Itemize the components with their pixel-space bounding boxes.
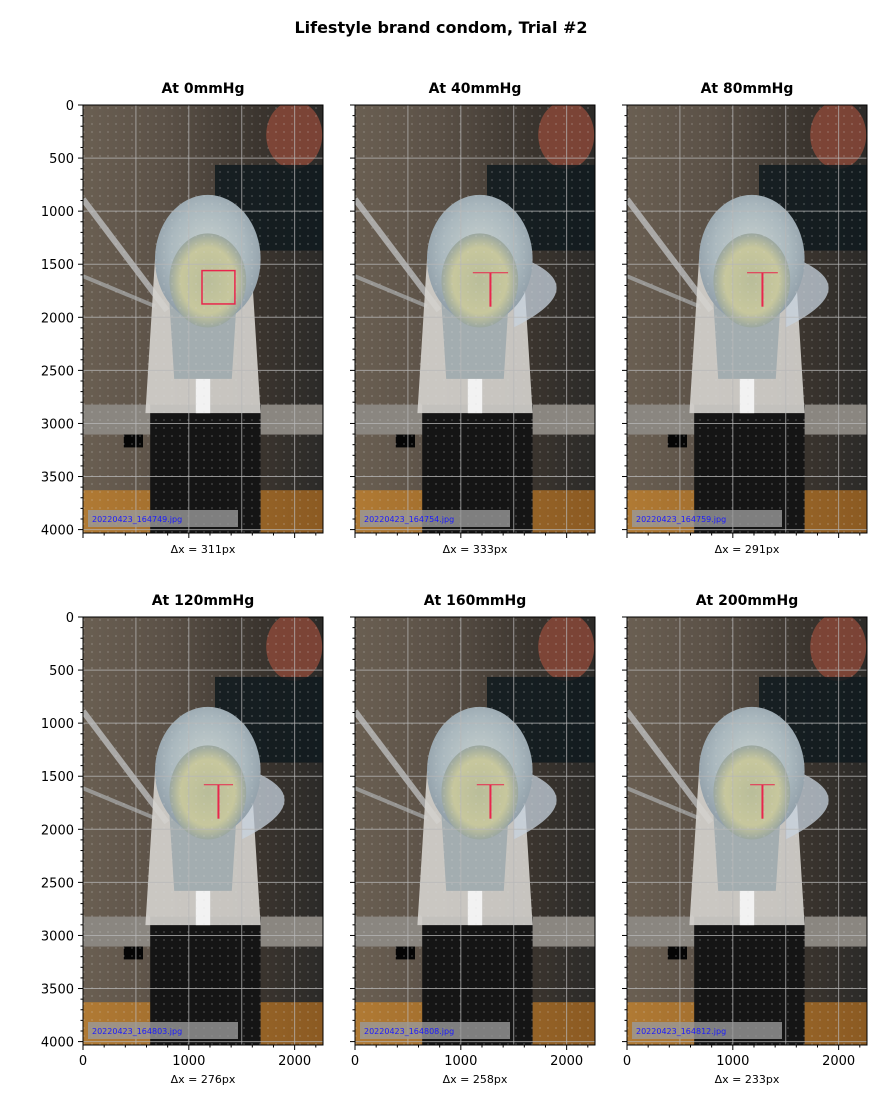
x-axis-label: Δx = 258px (443, 1073, 508, 1086)
x-tick-label: 1000 (444, 1054, 477, 1069)
major-grid (355, 105, 595, 533)
photo (627, 617, 867, 1045)
measurement-box (201, 269, 236, 305)
filename-label: 20220423_164812.jpg (636, 1027, 726, 1036)
panel: 20220423_164808.jpg At 160mmHg 0 1000 2000 Δx… (350, 593, 596, 1086)
y-tick-label: 3000 (41, 417, 74, 432)
panel: 20220423_164754.jpg At 40mmHg Δx = 333px (350, 81, 596, 556)
x-axis-label: Δx = 233px (715, 1073, 780, 1086)
y-tick-label: 3000 (41, 929, 74, 944)
minor-grid (627, 105, 867, 533)
axes-frame (354, 616, 596, 1046)
y-tick-label: 1500 (41, 258, 74, 273)
axes-frame (626, 616, 868, 1046)
filename-label: 20220423_164759.jpg (636, 515, 726, 524)
measurement-marker (472, 272, 509, 307)
y-tick-label: 3500 (41, 983, 74, 998)
major-grid (627, 105, 867, 533)
filename-label: 20220423_164803.jpg (92, 1027, 182, 1036)
panel: 20220423_164749.jpg At 0mmHg 0 500 1000 1500 2… (41, 81, 324, 556)
axes-frame (82, 616, 324, 1046)
figure-title: Lifestyle brand condom, Trial #2 (294, 18, 587, 37)
filename-box (88, 1022, 238, 1039)
measurement-marker (203, 784, 234, 819)
minor-grid (83, 617, 323, 1045)
major-grid (83, 105, 323, 533)
y-tick-label: 500 (49, 152, 74, 167)
filename-box (632, 510, 782, 527)
y-tick-label: 2500 (41, 876, 74, 891)
minor-grid (355, 105, 595, 533)
axes-frame (82, 104, 324, 534)
photo (83, 105, 323, 533)
y-tick-label: 1000 (41, 717, 74, 732)
y-tick-label: 1000 (41, 205, 74, 220)
filename-box (632, 1022, 782, 1039)
x-tick-label: 1000 (172, 1054, 205, 1069)
x-tick-label: 2000 (278, 1054, 311, 1069)
x-axis-label: Δx = 276px (171, 1073, 236, 1086)
x-tick-label: 2000 (550, 1054, 583, 1069)
measurement-marker (476, 784, 505, 819)
x-tick-label: 0 (351, 1054, 359, 1069)
filename-label: 20220423_164808.jpg (364, 1027, 454, 1036)
y-tick-label: 0 (66, 611, 74, 626)
y-tick-label: 1500 (41, 770, 74, 785)
measurement-marker (747, 272, 778, 307)
x-tick-label: 2000 (822, 1054, 855, 1069)
photo (83, 617, 323, 1045)
axes-frame (626, 104, 868, 534)
panel: 20220423_164812.jpg At 200mmHg 0 1000 2000 Δx… (622, 593, 868, 1086)
minor-grid (355, 617, 595, 1045)
y-tick-label: 2000 (41, 823, 74, 838)
x-tick-label: 1000 (716, 1054, 749, 1069)
y-tick-label: 0 (66, 99, 74, 114)
panel-title: At 120mmHg (152, 593, 255, 609)
x-axis-label: Δx = 333px (443, 543, 508, 556)
panel-title: At 200mmHg (696, 593, 799, 609)
y-tick-label: 500 (49, 664, 74, 679)
filename-box (88, 510, 238, 527)
panel-title: At 80mmHg (701, 81, 794, 97)
measurement-marker (201, 269, 236, 305)
filename-label: 20220423_164754.jpg (364, 515, 454, 524)
panel-title: At 0mmHg (161, 81, 244, 97)
y-tick-label: 2000 (41, 311, 74, 326)
filename-label: 20220423_164749.jpg (92, 515, 182, 524)
panel-title: At 40mmHg (429, 81, 522, 97)
y-tick-label: 4000 (41, 1036, 74, 1051)
major-grid (355, 617, 595, 1045)
panel-title: At 160mmHg (424, 593, 527, 609)
major-grid (83, 617, 323, 1045)
panel: 20220423_164759.jpg At 80mmHg Δx = 291px (622, 81, 868, 556)
x-tick-label: 0 (623, 1054, 631, 1069)
axes-frame (354, 104, 596, 534)
minor-grid (83, 105, 323, 533)
filename-box (360, 1022, 510, 1039)
panel: 20220423_164803.jpg At 120mmHg 0 500 1000 150… (41, 593, 324, 1086)
x-axis-label: Δx = 291px (715, 543, 780, 556)
filename-box (360, 510, 510, 527)
x-axis-label: Δx = 311px (171, 543, 236, 556)
minor-grid (627, 617, 867, 1045)
x-tick-label: 0 (79, 1054, 87, 1069)
major-grid (627, 617, 867, 1045)
y-tick-label: 2500 (41, 364, 74, 379)
y-tick-label: 4000 (41, 524, 74, 539)
measurement-marker (750, 784, 775, 819)
y-tick-label: 3500 (41, 471, 74, 486)
